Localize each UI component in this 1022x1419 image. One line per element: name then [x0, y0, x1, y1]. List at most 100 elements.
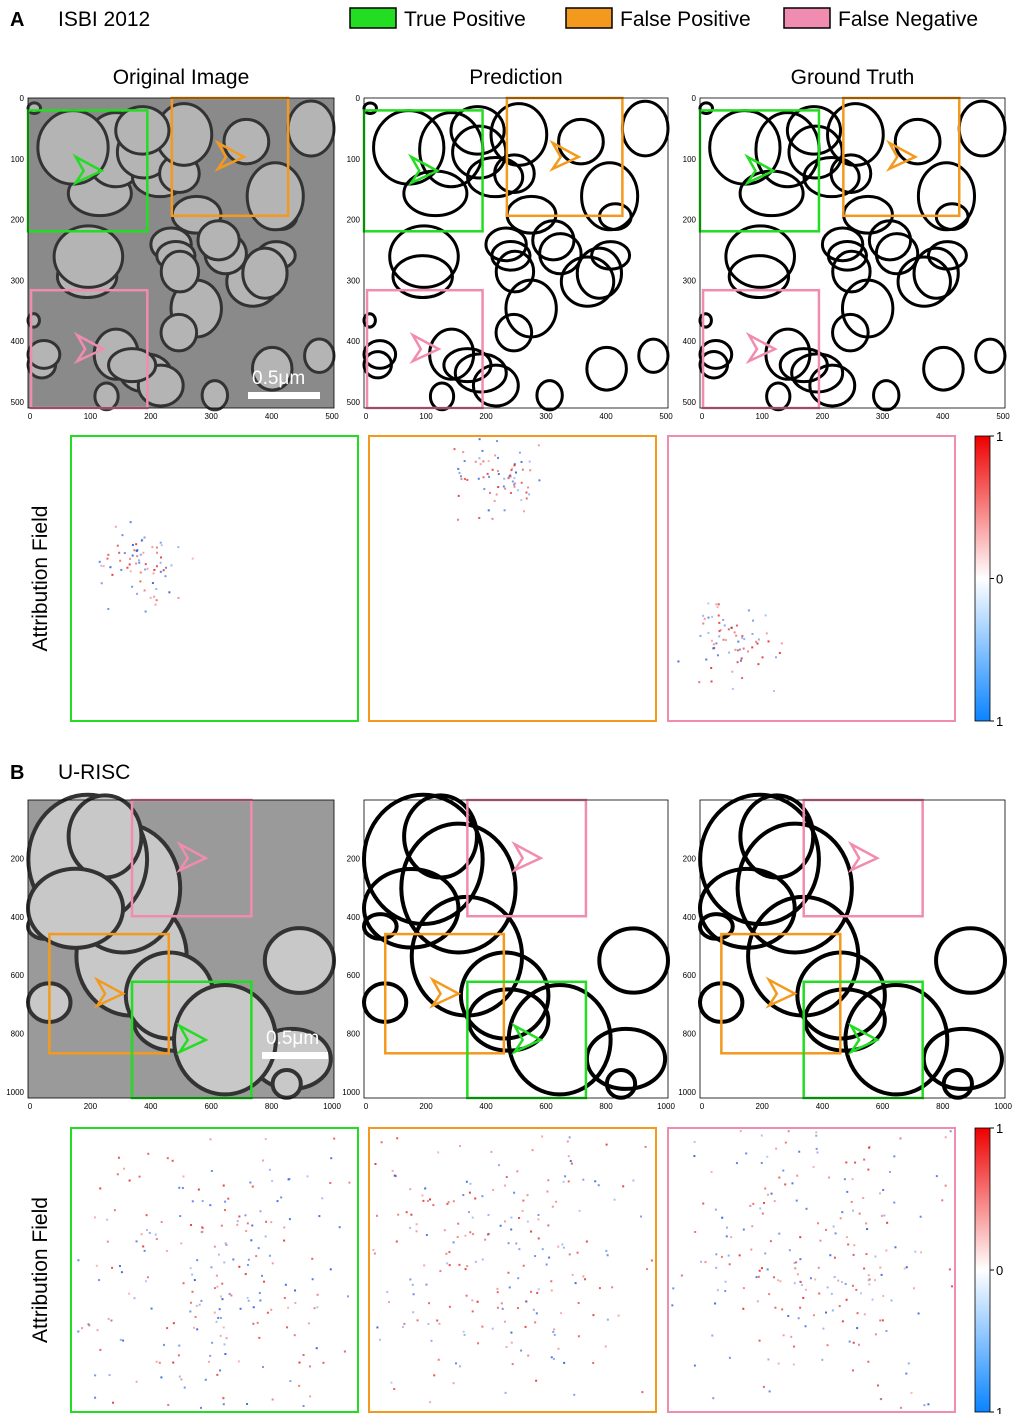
attribution-pixel — [265, 1235, 267, 1237]
attribution-pixel — [99, 561, 101, 563]
attribution-pixel — [853, 1342, 855, 1344]
attribution-pixel — [705, 1261, 707, 1263]
attribution-pixel — [221, 1225, 223, 1227]
attribution-pixel — [94, 1397, 96, 1399]
attribution-pixel — [880, 1398, 882, 1400]
attribution-pixel — [339, 1226, 341, 1228]
attribution-pixel — [883, 1214, 885, 1216]
attribution-pixel — [430, 1340, 432, 1342]
membrane — [273, 1070, 301, 1098]
attribution-pixel — [136, 593, 138, 595]
attribution-pixel — [151, 546, 153, 548]
attribution-pixel — [611, 1286, 613, 1288]
membrane — [247, 163, 303, 230]
scale-bar — [262, 1052, 328, 1059]
attribution-pixel — [789, 1249, 791, 1251]
attribution-pixel — [462, 451, 464, 453]
attribution-pixel — [166, 1250, 168, 1252]
attribution-pixel — [494, 454, 496, 456]
attribution-pixel — [225, 1244, 227, 1246]
attribution-pixel — [156, 1238, 158, 1240]
attribution-pixel — [219, 1308, 221, 1310]
attribution-pixel — [517, 489, 519, 491]
attribution-pixel — [791, 1182, 793, 1184]
attribution-pixel — [133, 1297, 135, 1299]
membrane — [28, 314, 39, 327]
attribution-pixel — [479, 438, 481, 440]
attribution-pixel — [216, 1321, 218, 1323]
attribution-pixel — [510, 1228, 512, 1230]
attribution-pixel — [179, 1376, 181, 1378]
attribution-pixel — [427, 1200, 429, 1202]
attribution-pixel — [182, 1187, 184, 1189]
attribution-pixel — [710, 667, 712, 669]
attribution-pixel — [741, 677, 743, 679]
y-tick-label: 1000 — [342, 1088, 360, 1097]
attribution-pixel — [908, 1362, 910, 1364]
attribution-pixel — [109, 566, 111, 568]
attribution-pixel — [731, 671, 733, 673]
attribution-pixel — [711, 616, 713, 618]
attribution-pixel — [605, 1250, 607, 1252]
attribution-pixel — [521, 461, 523, 463]
attribution-pixel — [261, 1275, 263, 1277]
attribution-pixel — [165, 567, 167, 569]
y-tick-label: 200 — [683, 216, 697, 225]
y-tick-label: 0 — [692, 94, 697, 103]
attribution-pixel — [286, 1326, 288, 1328]
image-panel — [364, 98, 668, 410]
attribution-pixel — [308, 1322, 310, 1324]
attribution-pixel — [881, 1215, 883, 1217]
attribution-pixel — [314, 1307, 316, 1309]
attribution-pixel — [936, 1175, 938, 1177]
x-tick-label: 200 — [419, 1102, 433, 1111]
attribution-pixel — [372, 1249, 374, 1251]
attribution-pixel — [141, 1233, 143, 1235]
image-panel — [700, 98, 1005, 410]
attribution-pixel — [761, 1135, 763, 1137]
attribution-pixel — [196, 1259, 198, 1261]
attribution-pixel — [101, 582, 103, 584]
attribution-pixel — [230, 1294, 232, 1296]
attribution-pixel — [768, 640, 770, 642]
attribution-pixel — [172, 1160, 174, 1162]
colorbar-tick-label: 1 — [996, 1405, 1003, 1414]
attribution-pixel — [814, 1278, 816, 1280]
row-label: Attribution Field — [29, 506, 52, 652]
y-tick-label: 200 — [11, 216, 25, 225]
attribution-pixel — [855, 1289, 857, 1291]
attribution-pixel — [879, 1192, 881, 1194]
attribution-pixel — [221, 1283, 223, 1285]
attribution-pixel — [863, 1159, 865, 1161]
attribution-pixel — [504, 1220, 506, 1222]
attribution-pixel — [698, 681, 700, 683]
attribution-pixel — [500, 1225, 502, 1227]
attribution-pixel — [842, 1320, 844, 1322]
attribution-pixel — [183, 1282, 185, 1284]
attribution-pixel — [752, 620, 754, 622]
x-tick-label: 0 — [700, 1102, 705, 1111]
attribution-pixel — [852, 1210, 854, 1212]
y-tick-label: 1000 — [678, 1088, 696, 1097]
attribution-pixel — [511, 1342, 513, 1344]
attribution-pixel — [503, 485, 505, 487]
attribution-pixel — [518, 1248, 520, 1250]
attribution-pixel — [694, 1365, 696, 1367]
attribution-pixel — [508, 475, 510, 477]
attribution-pixel — [834, 1276, 836, 1278]
attribution-pixel — [526, 1301, 528, 1303]
x-tick-label: 200 — [84, 1102, 98, 1111]
attribution-pixel — [155, 604, 157, 606]
attribution-pixel — [542, 1248, 544, 1250]
attribution-pixel — [910, 1392, 912, 1394]
attribution-pixel — [457, 1236, 459, 1238]
attribution-pixel — [265, 1221, 267, 1223]
attribution-pixel — [845, 1283, 847, 1285]
attribution-pixel — [379, 1339, 381, 1341]
attribution-pixel — [438, 1323, 440, 1325]
attribution-pixel — [194, 1279, 196, 1281]
attribution-pixel — [471, 1299, 473, 1301]
attribution-pixel — [567, 1140, 569, 1142]
attribution-pixel — [466, 1181, 468, 1183]
attribution-pixel — [205, 1379, 207, 1381]
